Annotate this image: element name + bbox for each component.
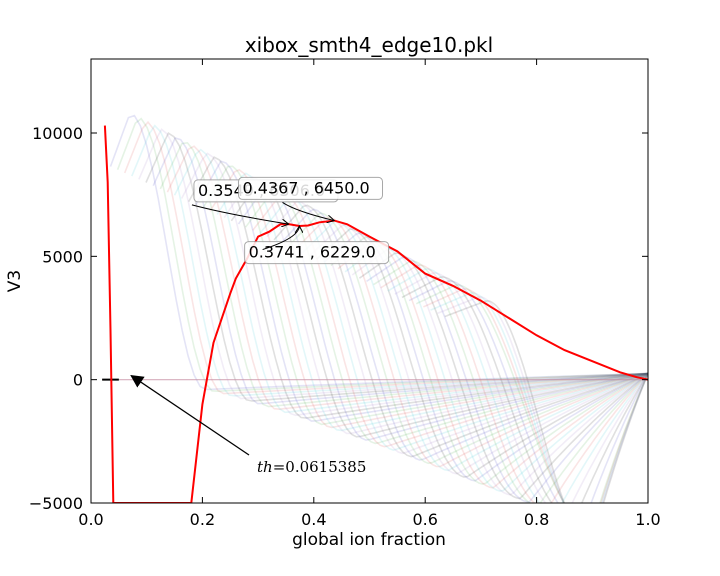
x-tick-label: 0.8	[524, 510, 549, 529]
annotation-box	[244, 241, 390, 265]
background-series-line	[337, 240, 648, 489]
x-tick-label: 0.0	[78, 510, 103, 529]
background-series-line	[230, 180, 648, 438]
plot-frame	[90, 58, 649, 504]
background-series-line	[373, 260, 648, 503]
background-series-line	[131, 124, 648, 397]
background-series-line	[437, 295, 648, 503]
annotation-label: 0.4367 , 6450.0	[243, 178, 370, 197]
background-series-line	[173, 148, 648, 414]
y-tick-label: 10000	[32, 124, 83, 143]
background-series-line	[109, 114, 648, 391]
y-tick-label: 0	[73, 371, 83, 390]
background-series-line	[145, 132, 648, 402]
threshold-annotation: th=0.0615385	[130, 374, 366, 476]
background-series-line	[223, 176, 648, 435]
annotation-arrow	[282, 202, 335, 220]
y-axis-label: V3	[5, 270, 25, 292]
background-series-line	[216, 172, 648, 432]
annotations-group: 0.3549 , 6306.00.4367 , 6450.00.3741 , 6…	[130, 176, 390, 476]
annotation-peak-2: 0.4367 , 6450.0	[238, 176, 384, 220]
annotation-box	[238, 176, 384, 200]
background-series-line	[209, 168, 648, 429]
background-series-line	[138, 128, 648, 400]
background-series-line	[252, 192, 648, 448]
background-series-line	[344, 244, 648, 492]
background-series-line	[394, 271, 648, 503]
background-series-line	[351, 248, 648, 496]
background-series-line	[188, 156, 648, 419]
annotation-arrow	[191, 204, 289, 224]
background-series-line	[195, 160, 648, 422]
y-tick-label: 5000	[42, 247, 83, 266]
chart-title: xibox_smth4_edge10.pkl	[245, 33, 493, 57]
x-tick-label: 0.4	[301, 510, 326, 529]
x-axis-label: global ion fraction	[292, 530, 446, 550]
background-series-line	[401, 276, 648, 503]
x-tick-label: 0.2	[190, 510, 215, 529]
highlight-series-group	[103, 125, 648, 503]
y-axis: −5000 0 5000 10000	[29, 124, 648, 513]
highlight-series-line	[103, 125, 648, 503]
threshold-label: th=0.0615385	[257, 458, 366, 476]
background-series-line	[244, 188, 648, 445]
background-series-line	[430, 291, 648, 503]
background-series-group	[109, 114, 648, 503]
threshold-arrow	[130, 374, 250, 456]
background-series-line	[366, 256, 648, 503]
x-axis: 0.0 0.2 0.4 0.6 0.8 1.0	[78, 59, 661, 529]
background-series-line	[415, 283, 648, 503]
x-tick-label: 1.0	[635, 510, 660, 529]
background-series-line	[408, 279, 648, 503]
background-series-line	[387, 268, 648, 503]
annotation-label: 0.3741 , 6229.0	[249, 243, 376, 262]
y-tick-label: −5000	[29, 494, 83, 513]
background-series-line	[202, 165, 648, 426]
annotation-arrow	[262, 226, 300, 251]
background-series-line	[444, 299, 648, 503]
background-series-line	[237, 185, 648, 441]
background-series-line	[166, 145, 648, 411]
annotation-trough: 0.3741 , 6229.0	[244, 226, 390, 265]
x-tick-label: 0.6	[412, 510, 437, 529]
background-series-line	[380, 264, 648, 503]
background-series-line	[180, 152, 648, 417]
